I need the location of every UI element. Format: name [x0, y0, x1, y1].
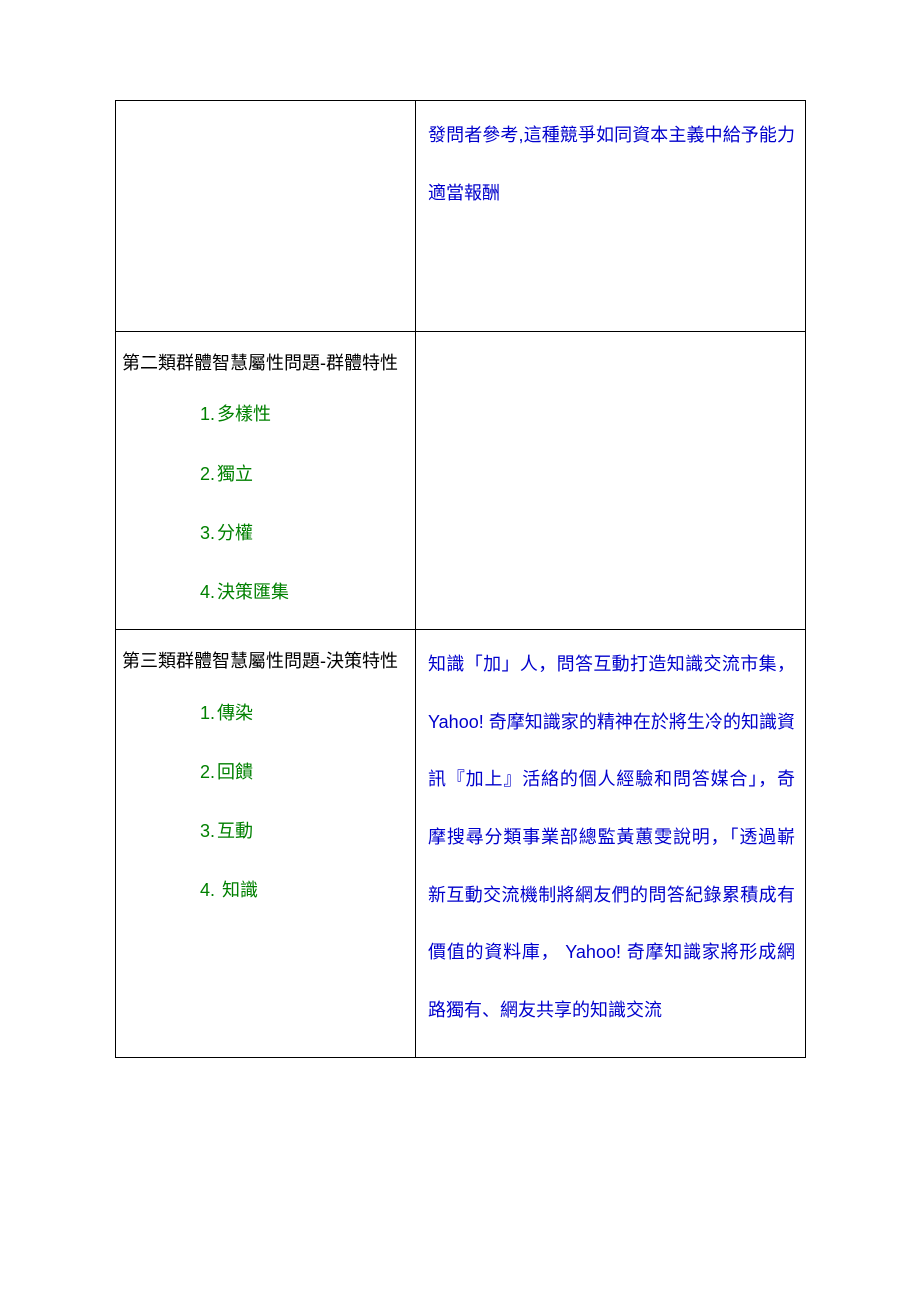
list-item: 獨立 — [200, 462, 411, 487]
cell-left-3: 第三類群體智慧屬性問題-決策特性 傳染 回饋 互動 知識 — [116, 630, 416, 1058]
list-item: 回饋 — [200, 760, 411, 785]
row3-list: 傳染 回饋 互動 知識 — [120, 701, 411, 904]
page-container: 發問者參考,這種競爭如同資本主義中給予能力適當報酬 第二類群體智慧屬性問題-群體… — [0, 0, 920, 1118]
row2-heading: 第二類群體智慧屬性問題-群體特性 — [120, 338, 411, 388]
table-row: 第二類群體智慧屬性問題-群體特性 多樣性 獨立 分權 決策匯集 — [116, 332, 806, 630]
cell-right-1: 發問者參考,這種競爭如同資本主義中給予能力適當報酬 — [416, 101, 806, 332]
body-text-3: 知識「加」人，問答互動打造知識交流市集， Yahoo! 奇摩知識家的精神在於將生… — [420, 636, 801, 1039]
content-table: 發問者參考,這種競爭如同資本主義中給予能力適當報酬 第二類群體智慧屬性問題-群體… — [115, 100, 806, 1058]
cell-right-3: 知識「加」人，問答互動打造知識交流市集， Yahoo! 奇摩知識家的精神在於將生… — [416, 630, 806, 1058]
list-item: 分權 — [200, 521, 411, 546]
list-item: 傳染 — [200, 701, 411, 726]
cell-right-2 — [416, 332, 806, 630]
table-row: 第三類群體智慧屬性問題-決策特性 傳染 回饋 互動 知識 知識「加」人，問答互動… — [116, 630, 806, 1058]
list-item: 多樣性 — [200, 402, 411, 427]
list-item: 決策匯集 — [200, 580, 411, 605]
table-row: 發問者參考,這種競爭如同資本主義中給予能力適當報酬 — [116, 101, 806, 332]
body-text-1: 發問者參考,這種競爭如同資本主義中給予能力適當報酬 — [420, 107, 801, 222]
list-item: 互動 — [200, 819, 411, 844]
cell-left-1 — [116, 101, 416, 332]
cell-left-2: 第二類群體智慧屬性問題-群體特性 多樣性 獨立 分權 決策匯集 — [116, 332, 416, 630]
row2-list: 多樣性 獨立 分權 決策匯集 — [120, 402, 411, 605]
list-item: 知識 — [200, 878, 411, 903]
row3-heading: 第三類群體智慧屬性問題-決策特性 — [120, 636, 411, 686]
